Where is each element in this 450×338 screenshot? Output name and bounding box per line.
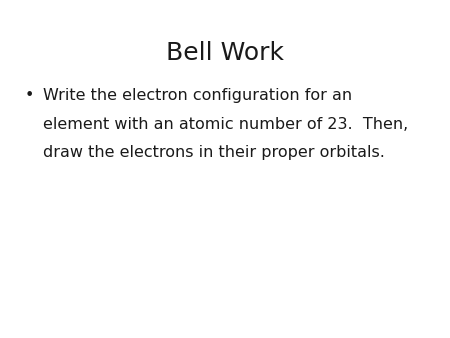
Text: Write the electron configuration for an: Write the electron configuration for an bbox=[43, 88, 352, 103]
Text: draw the electrons in their proper orbitals.: draw the electrons in their proper orbit… bbox=[43, 145, 385, 160]
Text: element with an atomic number of 23.  Then,: element with an atomic number of 23. The… bbox=[43, 117, 408, 131]
Text: Bell Work: Bell Work bbox=[166, 41, 284, 65]
Text: •: • bbox=[25, 88, 34, 103]
